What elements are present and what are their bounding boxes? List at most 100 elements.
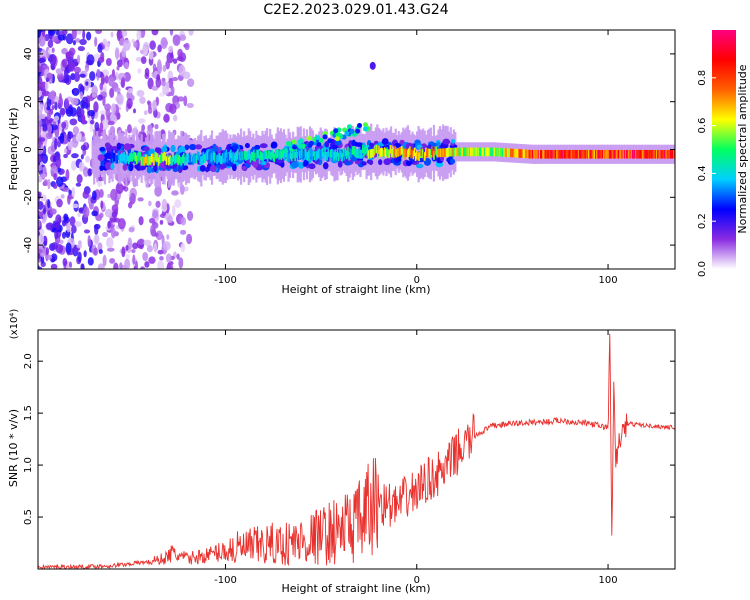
ridge-core [437,148,440,158]
noise-blob [79,91,84,100]
noise-blob [87,234,91,247]
noise-blob [128,226,135,233]
ridge-core [379,148,381,158]
ridge-core [429,149,432,158]
ridge-core [326,151,329,161]
ridge-core [407,148,410,158]
noise-blob [171,190,179,196]
noise-blob [83,250,87,258]
noise-blob [81,101,89,109]
noise-blob [180,216,187,226]
noise-blob [51,47,55,53]
ridge-core [352,146,355,155]
noise-blob [94,224,99,236]
noise-blob [38,86,42,91]
ridge-core [490,147,493,157]
noise-blob [148,200,152,207]
ridge-blob [259,143,268,149]
ridge-core [209,154,211,164]
ridge-core [393,149,395,159]
ridge-core [391,148,394,158]
ridge-blob [394,142,401,148]
noise-blob [55,221,61,231]
ridge-core [544,149,547,159]
ridge-core [246,151,248,160]
ridge-core [386,147,388,157]
ridge-core [422,152,425,161]
ridge-core [218,152,221,162]
ridge-core [629,149,632,159]
branch-blob [298,138,304,144]
noise-blob [136,89,145,97]
ridge-core [243,150,246,160]
ridge-blob [308,163,316,170]
noise-blob [46,110,52,121]
noise-blob [98,56,105,63]
ridge-core [547,149,550,159]
noise-blob [77,251,82,263]
ridge-core [475,147,478,157]
ridge-core [551,149,554,159]
ridge-core [201,156,203,165]
noise-blob [148,217,156,224]
noise-blob [137,238,145,246]
ridge-core [636,149,638,159]
ridge-core [543,149,545,159]
ridge-core [382,150,385,159]
ridge-core [157,157,160,166]
ridge-core [550,149,552,159]
noise-blob [73,88,77,94]
ridge-core [217,154,220,163]
ridge-core [336,148,339,157]
ridge-blob [122,164,128,171]
ridge-core [293,147,295,157]
ridge-blob [270,141,278,149]
ridge-core [177,156,179,166]
noise-blob [113,262,119,269]
colorbar-tick-label: 0.0 [697,261,708,277]
noise-blob [109,87,115,98]
noise-blob [152,99,157,112]
ridge-core [324,147,326,157]
branch-blob [291,139,297,145]
noise-blob [143,110,148,116]
ridge-core [514,148,517,158]
ridge-core [327,148,330,158]
colorbar-tick-label: 0.4 [697,165,708,181]
ridge-core [484,147,487,157]
ridge-core [471,147,473,157]
noise-blob [142,251,149,262]
ridge-blob [128,163,134,172]
noise-blob [148,50,154,60]
spectrogram-x-axis-label: Height of straight line (km) [281,283,430,296]
ridge-core [488,147,490,157]
noise-blob [47,119,53,124]
noise-blob [40,103,44,112]
noise-blob [157,249,164,255]
branch-blob [314,134,320,140]
noise-blob [63,213,69,222]
noise-blob [58,34,65,41]
noise-blob [91,85,98,97]
noise-blob [77,46,85,52]
noise-blob [131,248,136,254]
ridge-core [117,151,120,161]
noise-blob [144,261,150,268]
noise-blob [45,222,54,230]
ridge-core [273,153,276,162]
noise-blob [55,68,64,75]
ridge-core [552,149,555,159]
noise-blob [69,118,78,126]
ridge-core [111,149,114,159]
ridge-core [654,149,657,159]
ridge-core [199,156,201,165]
ridge-core [399,146,402,156]
ridge-core [609,149,612,159]
ridge-blob [212,147,219,152]
noise-blob [38,57,46,64]
noise-blob [132,108,137,114]
ridge-core [397,148,400,157]
noise-blob [172,114,178,122]
colorbar-tick-label: 0.8 [697,70,708,86]
noise-blob [58,30,64,36]
